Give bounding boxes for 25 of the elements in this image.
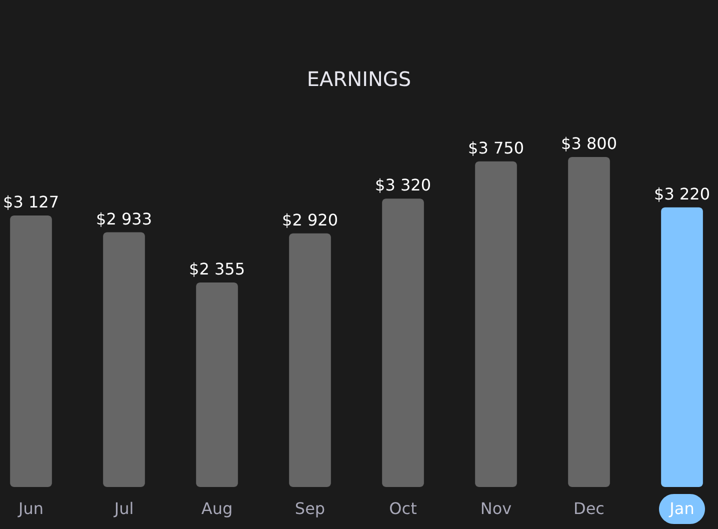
bar bbox=[382, 198, 424, 487]
bar bbox=[10, 215, 52, 487]
chart-title: EARNINGS bbox=[306, 67, 412, 91]
data-label: $3 320 bbox=[375, 176, 431, 195]
x-tick-label: Nov bbox=[480, 499, 512, 518]
bar bbox=[568, 157, 610, 487]
bar bbox=[661, 207, 703, 487]
x-tick-label: Jul bbox=[113, 499, 134, 518]
data-label: $3 220 bbox=[654, 184, 710, 204]
bar bbox=[289, 233, 331, 487]
x-tick-label: Jan bbox=[668, 499, 694, 518]
x-tick-label: Jun bbox=[18, 499, 44, 518]
data-label: $2 920 bbox=[282, 210, 338, 230]
bar bbox=[196, 282, 238, 487]
x-tick-label: Oct bbox=[389, 499, 417, 518]
data-label: $3 800 bbox=[561, 134, 617, 153]
x-tick-label: Dec bbox=[574, 499, 604, 518]
data-label: $3 127 bbox=[3, 192, 59, 212]
x-tick-label: Sep bbox=[294, 499, 326, 518]
bar bbox=[103, 232, 145, 487]
bar bbox=[475, 161, 517, 487]
data-label: $2 355 bbox=[189, 259, 245, 278]
x-tick-label: Aug bbox=[201, 499, 233, 518]
data-label: $3 750 bbox=[468, 138, 524, 158]
data-label: $2 933 bbox=[96, 209, 152, 228]
